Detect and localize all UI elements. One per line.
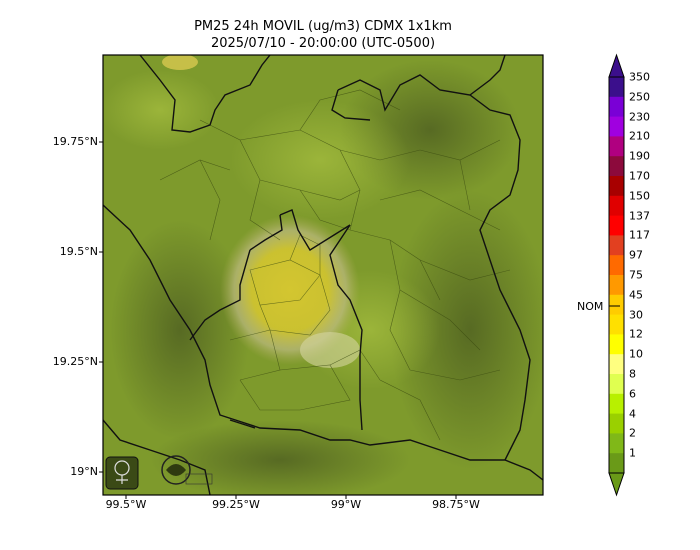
colorbar-label-170: 170 (629, 169, 650, 183)
colorbar-extend-top (608, 53, 625, 78)
colorbar-segment-150 (609, 195, 624, 217)
colorbar-label-8: 8 (629, 367, 636, 381)
colorbar-label-30: 30 (629, 308, 643, 322)
colorbar-segment-97 (609, 255, 624, 276)
colorbar-segment-170 (609, 176, 624, 197)
colorbar-frame (608, 76, 625, 474)
lon-label-98.75: 98.75°W (432, 498, 480, 511)
colorbar-segment-1 (609, 453, 624, 474)
pm25-plume (220, 215, 360, 365)
map-area (103, 55, 543, 495)
terrain-shade-south (150, 420, 410, 495)
colorbar-label-350: 350 (629, 70, 650, 84)
lon-label-99.5: 99.5°W (105, 498, 147, 511)
colorbar-label-10: 10 (629, 347, 643, 361)
terrain-light-north (230, 100, 410, 220)
colorbar-segment-4 (609, 413, 624, 434)
colorbar-label-230: 230 (629, 110, 650, 124)
plume-small-north (162, 55, 198, 70)
lat-label-19.25: 19.25°N (52, 355, 98, 368)
colorbar-label-12: 12 (629, 327, 643, 341)
sedema-logo (105, 456, 139, 490)
colorbar-label-210: 210 (629, 129, 650, 143)
colorbar-segment-230 (609, 116, 624, 137)
colorbar-label-250: 250 (629, 90, 650, 104)
colorbar-segment-6 (609, 393, 624, 415)
lon-label-99.25: 99.25°W (212, 498, 260, 511)
lat-label-19: 19°N (70, 465, 98, 478)
colorbar-segment-2 (609, 433, 624, 454)
colorbar-segment-190 (609, 156, 624, 177)
colorbar-segment-350 (609, 77, 624, 98)
lat-label-19.75: 19.75°N (52, 135, 98, 148)
terrain-shade-east (390, 190, 543, 470)
colorbar-segment-45 (609, 294, 624, 316)
gobierno-cdmx-logo (161, 455, 213, 485)
municipal-boundaries (159, 89, 511, 441)
colorbar-label-1: 1 (629, 446, 636, 460)
terrain-shade-west (110, 220, 250, 440)
colorbar-label-97: 97 (629, 248, 643, 262)
lon-label-99: 99°W (330, 498, 362, 511)
colorbar-label-137: 137 (629, 209, 650, 223)
map-subtitle: 2025/07/10 - 20:00:00 (UTC-0500) (210, 36, 436, 51)
axis-ticks (99, 141, 457, 499)
colorbar-label-45: 45 (629, 288, 643, 302)
colorbar-segment-210 (609, 136, 624, 157)
colorbar-label-4: 4 (629, 407, 636, 421)
colorbar-label-6: 6 (629, 387, 636, 401)
colorbar-segment-8 (609, 374, 624, 395)
colorbar-label-117: 117 (629, 228, 650, 242)
colorbar-segment-30 (609, 314, 624, 335)
colorbar-label-2: 2 (629, 426, 636, 440)
colorbar-segment-117 (609, 235, 624, 256)
map-title: PM25 24h MOVIL (ug/m3) CDMX 1x1km (194, 19, 452, 34)
colorbar-segment-75 (609, 275, 624, 296)
colorbar-segment-137 (609, 215, 624, 236)
colorbar-segment-10 (609, 354, 624, 375)
colorbar-extend-bottom (608, 472, 625, 497)
colorbar-label-75: 75 (629, 268, 643, 282)
colorbar-label-190: 190 (629, 149, 650, 163)
map-frame (102, 54, 544, 496)
lat-label-19.5: 19.5°N (59, 245, 98, 258)
nom-label: NOM (577, 300, 604, 313)
colorbar-label-150: 150 (629, 189, 650, 203)
colorbar-segment-250 (609, 96, 624, 118)
terrain-light-northwest (103, 70, 220, 150)
colorbar (608, 53, 625, 497)
colorbar-segment-12 (609, 334, 624, 355)
pm25-plume-fringe (300, 332, 360, 368)
